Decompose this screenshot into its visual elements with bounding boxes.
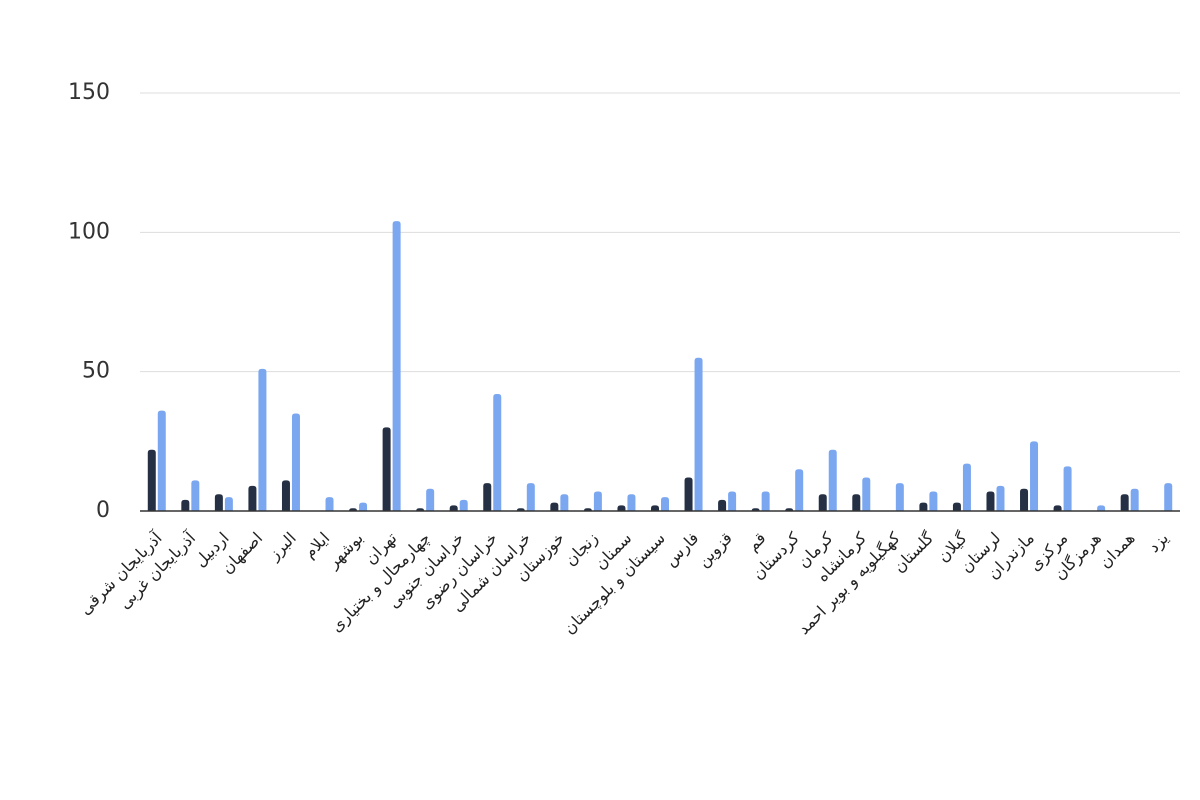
bar	[291, 413, 300, 511]
bar	[627, 494, 636, 511]
bar	[1097, 505, 1106, 511]
y-tick-label: 100	[68, 219, 110, 244]
bar	[526, 483, 535, 511]
bar	[147, 449, 156, 511]
bar	[191, 480, 200, 511]
bar	[694, 357, 703, 511]
bar	[181, 499, 190, 511]
bar	[1030, 441, 1039, 511]
bar	[684, 477, 693, 511]
bar	[952, 502, 961, 511]
x-tick-label: البرز	[264, 528, 301, 565]
bar	[248, 485, 257, 511]
bar	[919, 502, 928, 511]
bar	[214, 494, 223, 511]
bar	[761, 491, 770, 511]
bar	[258, 368, 267, 511]
bar	[1164, 483, 1173, 511]
bar	[224, 497, 233, 511]
bar	[493, 393, 502, 511]
x-tick-label: یزد	[1144, 528, 1173, 557]
bar	[359, 502, 368, 511]
bar	[895, 483, 904, 511]
bar	[392, 221, 401, 512]
bar	[1053, 505, 1062, 511]
bar	[1120, 494, 1129, 511]
x-tick-label: قزوین	[694, 528, 737, 571]
bar	[550, 502, 559, 511]
bar	[560, 494, 569, 511]
y-tick-label: 50	[82, 359, 110, 384]
bar	[593, 491, 602, 511]
bar	[852, 494, 861, 511]
bar	[459, 499, 468, 511]
x-tick-label: همدان	[1095, 528, 1138, 571]
y-tick-label: 0	[96, 498, 110, 523]
bar	[1063, 466, 1072, 511]
bar	[986, 491, 995, 511]
bar	[1020, 488, 1029, 511]
bar	[281, 480, 290, 511]
bar	[1130, 488, 1139, 511]
x-tick-label: بوشهر	[323, 528, 368, 573]
bar	[382, 427, 391, 511]
bar	[962, 463, 971, 511]
x-tick-label: فارس	[661, 528, 703, 570]
bar	[617, 505, 626, 511]
bar	[795, 469, 804, 511]
bar	[728, 491, 737, 511]
bar	[325, 497, 334, 511]
bar	[449, 505, 458, 511]
x-tick-label: قم	[743, 528, 769, 554]
bar	[651, 505, 659, 511]
y-tick-label: 150	[68, 80, 110, 105]
bar	[818, 494, 827, 511]
bar	[426, 488, 435, 511]
bar	[483, 483, 492, 511]
bar	[862, 477, 871, 511]
bar	[996, 485, 1005, 511]
bar	[157, 410, 166, 511]
bar	[929, 491, 938, 511]
bar	[828, 449, 837, 511]
bar	[661, 497, 669, 511]
bar	[718, 499, 727, 511]
